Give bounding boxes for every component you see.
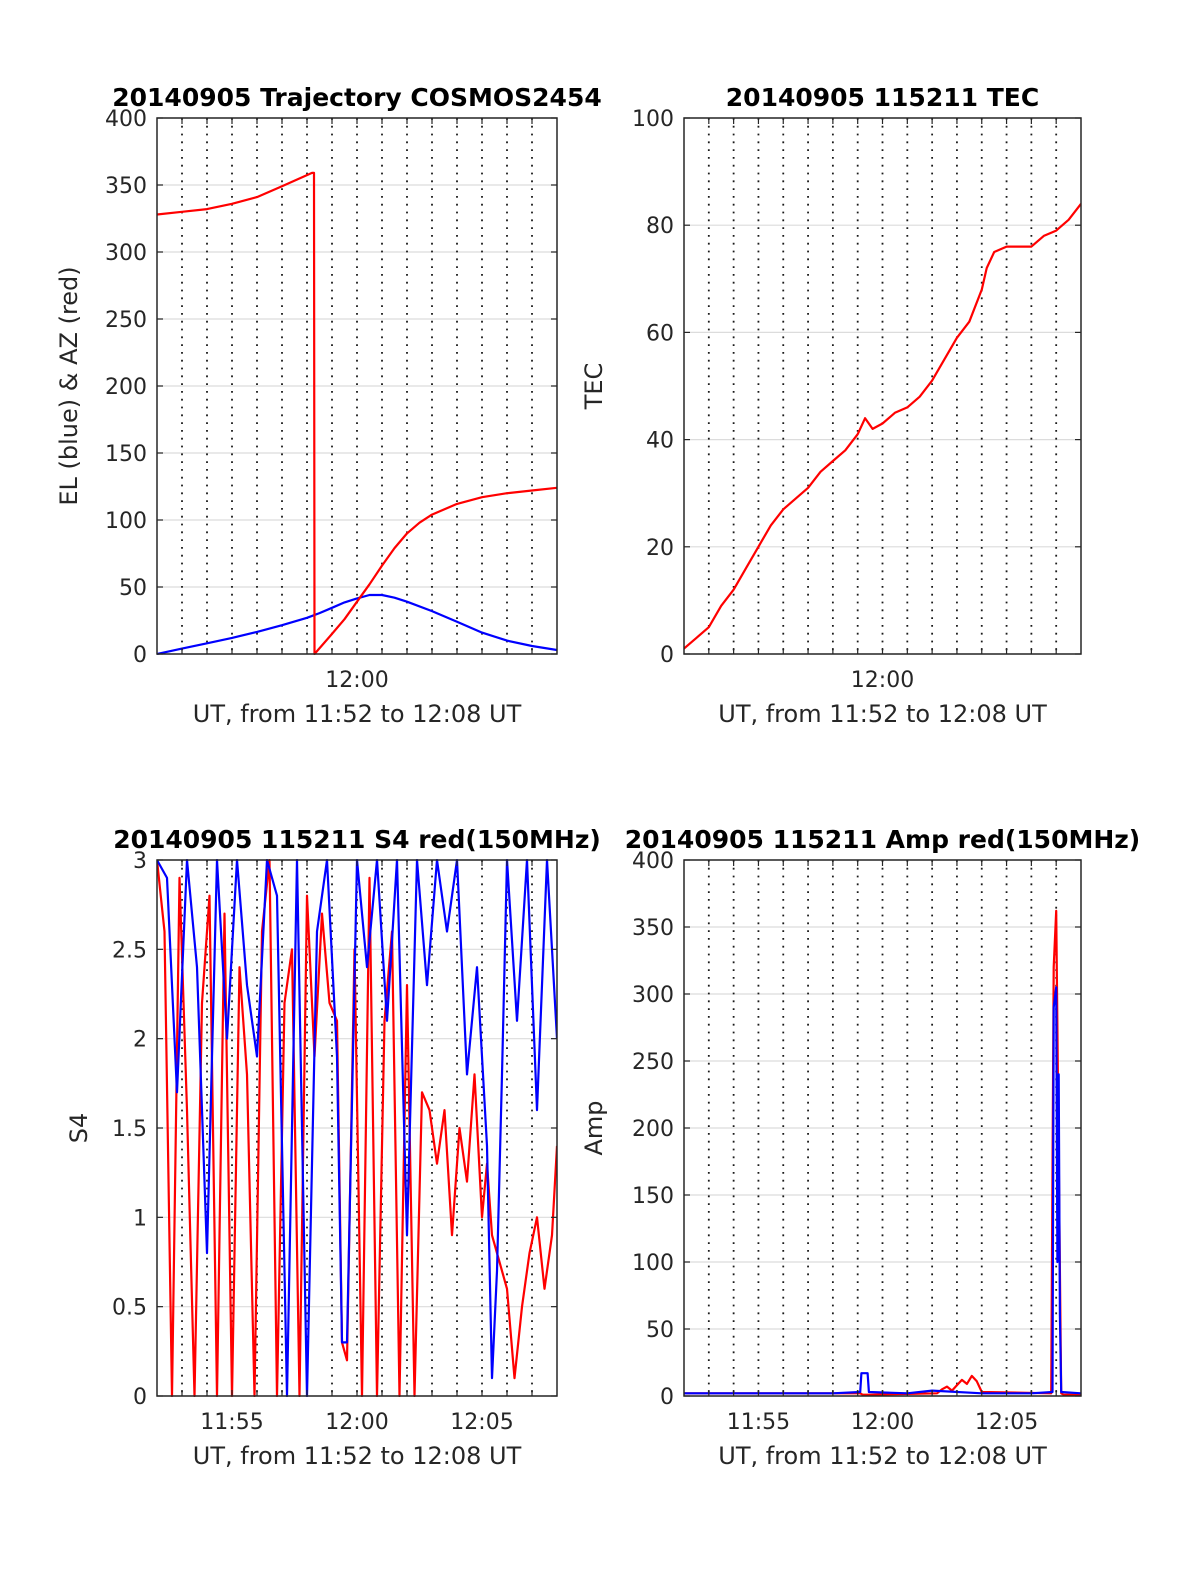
y-axis-label: TEC	[580, 363, 608, 411]
series-line-1	[157, 593, 557, 655]
y-tick-label: 60	[646, 321, 674, 346]
y-tick-label: 2.5	[112, 938, 147, 963]
y-tick-label: 80	[646, 214, 674, 239]
y-tick-label: 300	[105, 241, 147, 266]
x-axis-label: UT, from 11:52 to 12:08 UT	[718, 700, 1047, 728]
y-axis-label: Amp	[580, 1100, 608, 1155]
y-tick-label: 0	[660, 643, 674, 668]
y-tick-label: 0	[133, 1385, 147, 1410]
x-tick-label: 12:00	[325, 1410, 388, 1435]
series-group	[157, 171, 557, 655]
x-tick-label: 12:00	[851, 1410, 914, 1435]
y-tick-label: 0	[660, 1385, 674, 1410]
chart-panel-1: 0 50 100 150 200 250 300 350 400 12:00 20140905 Tr…	[55, 83, 602, 728]
chart-panel-3: 0 0.5 1 1.5 2 2.5 3 11:55 12:00 12:05 20140905 115…	[65, 825, 601, 1470]
y-tick-label: 200	[105, 375, 147, 400]
y-tick-label: 150	[105, 442, 147, 467]
y-tick-label: 50	[646, 1318, 674, 1343]
y-tick-label: 400	[632, 849, 674, 874]
chart-title: 20140905 Trajectory COSMOS2454	[112, 83, 602, 112]
y-tick-label: 1	[133, 1206, 147, 1231]
y-tick-label: 100	[105, 509, 147, 534]
y-tick-label: 250	[105, 308, 147, 333]
x-tick-label: 11:55	[727, 1410, 790, 1435]
chart-panel-4: 0 50 100 150 200 250 300 350 400 11:55 12:00 12:05 2…	[580, 825, 1140, 1470]
y-tick-label: 2	[133, 1028, 147, 1053]
y-tick-label: 100	[632, 1251, 674, 1276]
x-axis-label: UT, from 11:52 to 12:08 UT	[718, 1442, 1047, 1470]
y-tick-label: 250	[632, 1050, 674, 1075]
y-tick-label: 40	[646, 429, 674, 454]
y-tick-label: 200	[632, 1117, 674, 1142]
x-tick-label: 12:00	[325, 668, 388, 693]
x-tick-label: 12:00	[851, 668, 914, 693]
x-tick-label: 12:05	[450, 1410, 513, 1435]
chart-panel-2: 0 20 40 60 80 100 12:00 20140905 115211 TEC UT, …	[580, 83, 1082, 728]
y-tick-label: 1.5	[112, 1117, 147, 1142]
series-line-2	[157, 859, 557, 1397]
series-line-2	[157, 171, 557, 655]
chart-title: 20140905 115211 Amp red(150MHz)	[625, 825, 1141, 854]
y-tick-label: 0	[133, 643, 147, 668]
x-tick-label: 11:55	[200, 1410, 263, 1435]
y-tick-label: 3	[133, 849, 147, 874]
y-tick-label: 0.5	[112, 1296, 147, 1321]
y-tick-label: 300	[632, 983, 674, 1008]
y-tick-label: 150	[632, 1184, 674, 1209]
chart-title: 20140905 115211 TEC	[726, 83, 1039, 112]
x-axis-label: UT, from 11:52 to 12:08 UT	[193, 700, 522, 728]
series-line-1	[684, 203, 1081, 650]
y-axis-label: EL (blue) & AZ (red)	[55, 266, 83, 505]
y-tick-label: 100	[632, 107, 674, 132]
y-tick-label: 20	[646, 536, 674, 561]
series-group	[684, 203, 1081, 650]
y-tick-label: 350	[105, 174, 147, 199]
y-axis-label: S4	[65, 1113, 93, 1144]
y-tick-label: 350	[632, 916, 674, 941]
y-tick-label: 50	[119, 576, 147, 601]
y-tick-label: 400	[105, 107, 147, 132]
plot-area	[684, 118, 1081, 654]
x-tick-label: 12:05	[975, 1410, 1038, 1435]
x-axis-label: UT, from 11:52 to 12:08 UT	[193, 1442, 522, 1470]
chart-title: 20140905 115211 S4 red(150MHz)	[113, 825, 601, 854]
